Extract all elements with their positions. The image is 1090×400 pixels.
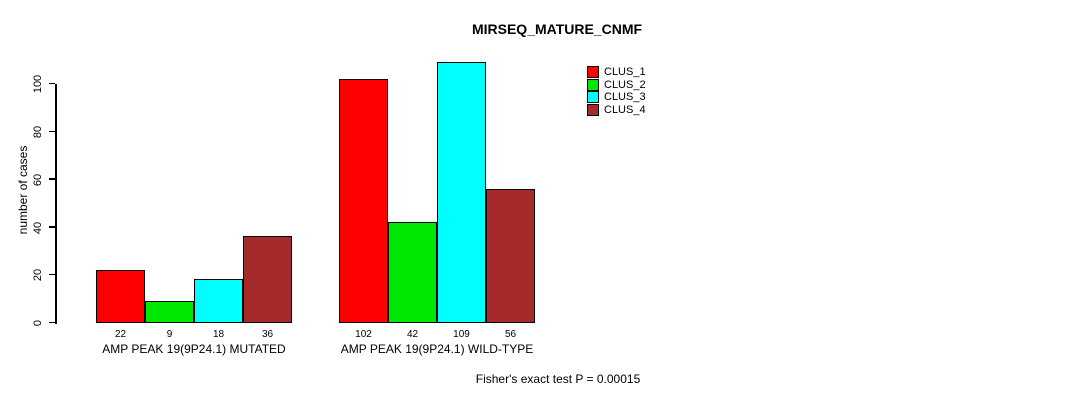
legend-label-clus_3: CLUS_3 xyxy=(604,91,646,104)
bar-value-label: 22 xyxy=(114,329,127,340)
x-group-label: AMP PEAK 19(9P24.1) MUTATED xyxy=(102,342,286,356)
y-axis-tick xyxy=(49,273,55,276)
legend-swatch-clus_4 xyxy=(587,104,599,117)
legend-label-clus_2: CLUS_2 xyxy=(604,78,646,91)
y-tick-label: 20 xyxy=(32,269,44,282)
y-axis-line xyxy=(55,83,57,324)
y-axis-tick xyxy=(49,130,55,133)
y-tick-label: 40 xyxy=(32,221,44,234)
bar-value-label: 56 xyxy=(504,329,517,340)
bar-clus_3 xyxy=(194,279,243,324)
legend: CLUS_1 CLUS_2 CLUS_3 CLUS_4 xyxy=(587,66,646,117)
bar-clus_2 xyxy=(145,300,194,324)
bar-clus_2 xyxy=(388,222,437,324)
legend-label-clus_4: CLUS_4 xyxy=(604,104,646,117)
bar-clus_3 xyxy=(437,61,486,324)
legend-label-clus_1: CLUS_1 xyxy=(604,66,646,79)
bar-value-label: 109 xyxy=(453,329,470,340)
y-tick-label: 80 xyxy=(32,125,44,139)
legend-swatch-clus_1 xyxy=(587,66,599,79)
legend-row-clus_1: CLUS_1 xyxy=(587,66,646,79)
chart-title: MIRSEQ_MATURE_CNMF xyxy=(471,21,643,37)
bar-value-label: 9 xyxy=(166,329,173,340)
legend-swatch-clus_3 xyxy=(587,91,599,104)
x-group-label: AMP PEAK 19(9P24.1) WILD-TYPE xyxy=(340,342,534,356)
legend-row-clus_4: CLUS_4 xyxy=(587,104,646,117)
y-axis-tick xyxy=(49,321,55,324)
legend-row-clus_3: CLUS_3 xyxy=(587,91,646,104)
bar-value-label: 102 xyxy=(355,329,372,340)
bar-clus_1 xyxy=(339,78,388,324)
y-axis-tick xyxy=(49,226,55,228)
bar-clus_4 xyxy=(243,236,292,324)
legend-row-clus_2: CLUS_2 xyxy=(587,78,646,92)
y-axis-tick xyxy=(49,82,55,85)
legend-swatch-clus_2 xyxy=(587,78,599,91)
bar-value-label: 18 xyxy=(212,329,225,340)
y-axis-tick xyxy=(49,178,55,180)
y-tick-label: 100 xyxy=(32,75,44,94)
bar-clus_1 xyxy=(96,269,145,324)
fisher-test-annotation: Fisher's exact test P = 0.00015 xyxy=(475,372,641,386)
bar-value-label: 42 xyxy=(406,329,419,340)
y-tick-label: 0 xyxy=(32,320,44,327)
y-tick-label: 60 xyxy=(32,173,44,186)
y-axis-title: number of cases xyxy=(16,145,30,235)
bar-clus_4 xyxy=(486,188,535,324)
bar-value-label: 36 xyxy=(261,329,274,340)
